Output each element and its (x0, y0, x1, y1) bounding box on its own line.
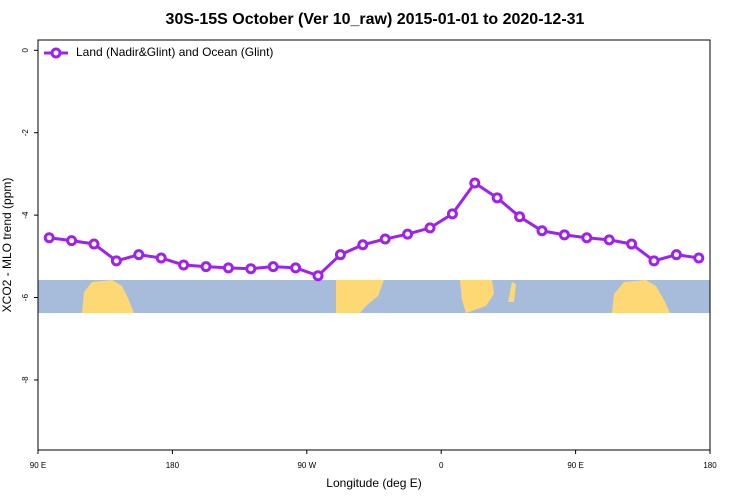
point (66, 235, 78, 247)
point (222, 262, 234, 274)
point (558, 229, 570, 241)
point (402, 228, 414, 240)
land (612, 280, 670, 313)
y-tick-label: -8 (21, 376, 30, 384)
land (82, 280, 134, 313)
point (43, 232, 55, 244)
point (267, 261, 279, 273)
point (200, 261, 212, 273)
point (88, 238, 100, 250)
point (357, 239, 369, 251)
legend-label: Land (Nadir&Glint) and Ocean (Glint) (76, 45, 273, 59)
y-tick-label: -6 (21, 293, 30, 301)
point (446, 208, 458, 220)
series-line (49, 180, 700, 278)
x-axis-label: Longitude (deg E) (326, 476, 421, 490)
point (424, 222, 436, 234)
map-band (38, 280, 710, 313)
point (245, 263, 257, 275)
point (514, 211, 526, 223)
x-tick-label: 180 (166, 461, 180, 470)
point (133, 249, 145, 261)
land (460, 280, 494, 313)
point (290, 262, 302, 274)
point (469, 177, 481, 189)
plot-frame (37, 39, 711, 451)
legend-marker (50, 47, 62, 59)
land (508, 282, 516, 302)
point (670, 249, 682, 261)
point (693, 252, 705, 264)
point (312, 270, 324, 282)
point (536, 225, 548, 237)
y-tick-label: 0 (21, 48, 30, 53)
point (603, 234, 615, 246)
point (581, 232, 593, 244)
point (110, 255, 122, 267)
y-axis-label: XCO2 - MLO trend (ppm) (0, 178, 14, 313)
x-tick-label: 90 W (297, 461, 316, 470)
point (491, 192, 503, 204)
legend: Land (Nadir&Glint) and Ocean (Glint) (44, 45, 273, 59)
y-tick-label: -4 (21, 211, 30, 219)
point (334, 249, 346, 261)
chart-title: 30S-15S October (Ver 10_raw) 2015-01-01 … (166, 11, 585, 28)
x-tick-label: 90 E (567, 461, 583, 470)
x-tick-label: 90 E (30, 461, 46, 470)
point (379, 233, 391, 245)
x-tick-label: 180 (703, 461, 717, 470)
point (155, 252, 167, 264)
point (626, 238, 638, 250)
land (336, 280, 384, 313)
y-tick-label: -2 (21, 129, 30, 137)
point (178, 259, 190, 271)
x-tick-label: 0 (439, 461, 444, 470)
point (648, 255, 660, 267)
